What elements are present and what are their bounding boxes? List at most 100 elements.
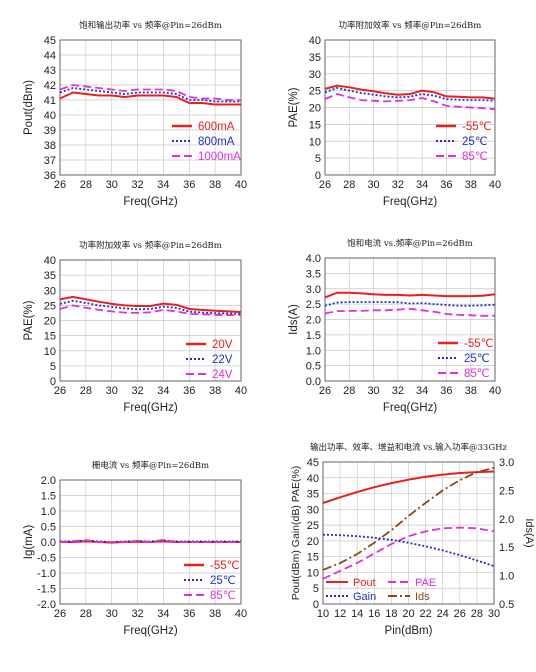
legend-label: 800mA [198,136,235,148]
legend-label: 600mA [198,121,235,133]
x-tick-label: 36 [183,608,195,620]
series-line-0 [59,295,242,313]
x-tick-label: 28 [343,385,355,397]
y-tick-label: 2.0 [41,475,56,487]
x-tick-label: 40 [489,179,501,191]
x-tick-label: 12 [334,608,346,620]
y-tick-label: 2.5 [306,299,321,311]
series-line-1 [324,301,496,307]
legend-label: 85℃ [464,368,490,380]
y-tick-label: 41 [44,95,56,107]
y-tick-label: 1.5 [306,330,321,342]
y-axis-label: Ig(mA) [23,525,35,560]
legend: Pout PAE Gain Ids [326,577,436,603]
legend-label: Ids [415,591,430,603]
y-tick-label: 0.0 [41,537,56,549]
y-tick-label: 0.0 [306,376,321,388]
legend-label: 20V [212,339,233,351]
series-line-1 [324,86,496,102]
legend-label: 85℃ [210,590,236,602]
x-tick-label: 30 [106,385,118,397]
y-tick-label: 30 [307,504,319,516]
plot-frame [59,39,242,176]
y-tick-label: 5 [315,153,321,165]
y-tick-label: 45 [307,457,319,469]
y-tick-label: 30 [309,69,321,81]
y-tick-label: 1.0 [41,506,56,518]
series-line-2 [324,93,496,111]
series-line-1 [322,526,495,580]
legend: 600mA 800mA 1000mA [172,121,241,163]
x-tick-label: 24 [437,608,449,620]
y-tick-label: 45 [44,35,56,47]
y-tick-label: 25 [307,520,319,532]
x-tick-label: 34 [157,608,169,620]
chart-title: 饱和输出功率 vs 频率@Pin=26dBm [79,20,222,31]
x-tick-label: 32 [131,608,143,620]
x-axis-label: Freq(GHz) [383,196,437,208]
y-tick-label: 36 [44,170,56,182]
legend-label: Gain [353,591,376,603]
y-tick-label: -0.5 [37,553,56,565]
series-line-0 [59,91,241,106]
y-tick-label: 44 [44,50,56,62]
x-tick-label: 28 [343,179,355,191]
y-tick-label: 5 [50,361,56,373]
x-axis-label: Freq(GHz) [123,196,177,208]
chart-5: 栅电流 vs 频率@Pin=26dBm 26 28 30 32 34 36 38 40 -2.0 -… [23,460,247,637]
x-tick-label: 36 [183,179,195,191]
x-tick-label: 34 [416,385,428,397]
grid [322,461,495,605]
x-tick-label: 34 [157,179,169,191]
legend-label: 85℃ [462,151,488,163]
x-tick-label: 26 [54,385,66,397]
y-tick-label: 0 [315,170,321,182]
y-tick-label: 37 [44,155,56,167]
x-tick-label: 38 [209,608,221,620]
legend-label: -55℃ [464,338,494,350]
y-tick-label: 5 [313,583,319,595]
x-tick-label: 30 [488,608,500,620]
legend-label: 1000mA [198,151,241,163]
y-tick-label: 20 [44,316,56,328]
x-tick-label: 34 [157,385,169,397]
y-tick-label: 2.0 [306,315,321,327]
chart-1: 饱和输出功率 vs 频率@Pin=26dBm 26 28 30 32 34 36 38 40 36… [23,20,247,208]
x-tick-label: 40 [489,385,501,397]
y2-tick-label: 3.0 [499,457,514,469]
x-tick-label: 26 [319,385,331,397]
y-tick-label: 3.0 [306,284,321,296]
x-tick-label: 26 [454,608,466,620]
chart-title: 功率附加效率 vs 频率@Pin=26dBm [339,20,482,31]
x-tick-label: 30 [367,385,379,397]
x-tick-label: 36 [440,385,452,397]
y2-tick-label: 2.0 [499,514,514,526]
x-tick-label: 14 [351,608,363,620]
x-tick-label: 32 [392,179,404,191]
y-axis-label: PAE(%) [288,87,300,127]
x-tick-label: 36 [183,385,195,397]
x-tick-label: 28 [471,608,483,620]
y2-tick-label: 1.5 [499,542,514,554]
chart-title: 输出功率、效率、增益和电流 vs.输入功率@33GHz [310,442,508,453]
y-tick-label: 4.0 [306,253,321,265]
y-tick-label: 40 [44,255,56,267]
x-tick-label: 26 [54,179,66,191]
y-tick-label: 10 [44,346,56,358]
series-line-0 [324,84,496,100]
x-tick-label: 18 [385,608,397,620]
y-tick-label: 0 [50,376,56,388]
chart-4: 饱和电流 vs.频率@Pin=26dBm 26 28 30 32 34 36 38 40 0.0 0… [288,238,501,414]
legend: -55℃ 25℃ 85℃ [184,560,240,602]
series-line-2 [59,538,241,543]
y2-tick-label: 0.5 [499,599,514,611]
series-line-0 [324,291,496,299]
legend-label: -55℃ [462,121,492,133]
y-tick-label: 35 [307,489,319,501]
x-tick-label: 32 [131,385,143,397]
x-tick-label: 40 [235,179,247,191]
x-axis-label: Freq(GHz) [383,402,437,414]
y-tick-label: 40 [307,473,319,485]
y-tick-label: 15 [309,119,321,131]
